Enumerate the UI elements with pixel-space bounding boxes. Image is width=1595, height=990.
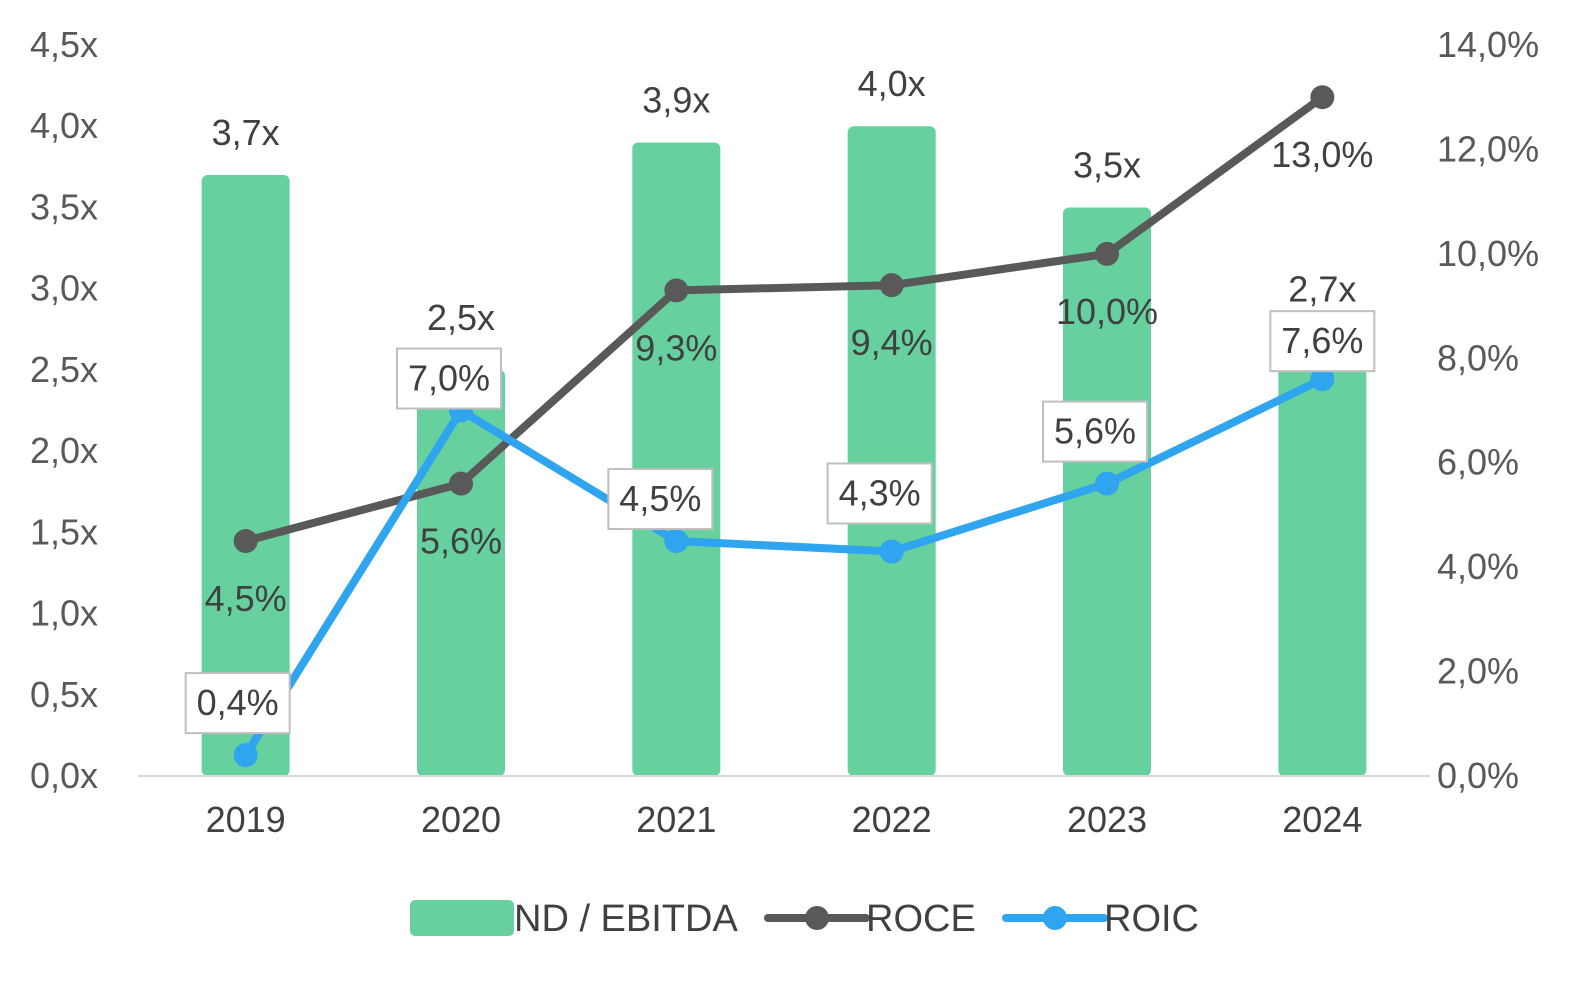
- roce-label-2020: 5,6%: [420, 521, 502, 562]
- bar-label-2024: 2,7x: [1288, 268, 1356, 309]
- y-right-tick-3: 6,0%: [1437, 442, 1519, 483]
- bar-label-2020: 2,5x: [427, 297, 495, 338]
- axes-layer: 0,0x 0,5x 1,0x 1,5x 2,0x 2,5x 3,0x 3,5x 4,0x 4,5x…: [30, 24, 1539, 840]
- roic-point-2023: [1095, 471, 1119, 496]
- legend-label-roce: ROCE: [866, 898, 976, 940]
- roic-point-2019: [233, 743, 258, 768]
- y-right-tick-4: 8,0%: [1437, 337, 1519, 378]
- legend-swatch-nd-ebitda: [410, 900, 514, 936]
- y-right-tick-2: 4,0%: [1437, 546, 1519, 587]
- roic-label-box-2024: [1269, 310, 1376, 373]
- roce-point-2020: [449, 471, 473, 496]
- roce-label-2019: 4,5%: [205, 578, 287, 619]
- bar-label-2019: 3,7x: [212, 112, 280, 153]
- legend: ND / EBITDA ROCE ROIC: [410, 898, 1199, 940]
- roic-point-2024: [1310, 367, 1335, 392]
- lines-layer: [233, 85, 1335, 768]
- y-left-tick-3: 1,5x: [30, 511, 98, 552]
- roce-label-2023: 10,0%: [1056, 291, 1158, 332]
- roic-line: [241, 375, 1327, 760]
- roce-point-2024: [1310, 85, 1335, 110]
- roce-point-2021: [664, 278, 689, 303]
- roic-label-2024: 7,6%: [1281, 320, 1363, 361]
- y-left-tick-5: 2,5x: [30, 349, 98, 390]
- bar-label-2022: 4,0x: [858, 63, 926, 104]
- x-tick-2020: 2020: [421, 799, 501, 840]
- roic-label-box-2020: [396, 347, 502, 410]
- y-left-tick-9: 4,5x: [30, 24, 98, 65]
- y-left-tick-0: 0,0x: [30, 755, 98, 796]
- legend-label-nd-ebitda: ND / EBITDA: [514, 898, 738, 940]
- roic-label-2022: 4,3%: [839, 472, 921, 513]
- roic-label-box-2021: [607, 468, 714, 531]
- roic-label-2020: 7,0%: [408, 358, 490, 399]
- y-left-tick-1: 0,5x: [30, 674, 98, 715]
- y-right-tick-5: 10,0%: [1437, 233, 1539, 274]
- bar-2019: [201, 174, 290, 776]
- roic-label-2019: 0,4%: [197, 682, 279, 723]
- bar-label-2021: 3,9x: [642, 79, 710, 120]
- roic-label-2023: 5,6%: [1054, 411, 1136, 452]
- y-right-tick-7: 14,0%: [1437, 24, 1539, 65]
- bars-layer: [201, 126, 1367, 776]
- x-tick-2021: 2021: [636, 799, 716, 840]
- bar-label-2023: 3,5x: [1073, 144, 1141, 185]
- y-left-tick-4: 2,0x: [30, 430, 98, 471]
- y-right-tick-1: 2,0%: [1437, 651, 1519, 692]
- roic-point-2021: [664, 529, 689, 554]
- y-left-tick-2: 1,0x: [30, 593, 98, 634]
- x-tick-2024: 2024: [1282, 799, 1362, 840]
- legend-swatch-roce-marker: [805, 906, 829, 930]
- roce-point-2022: [879, 273, 904, 298]
- x-tick-2019: 2019: [206, 799, 286, 840]
- y-left-tick-8: 4,0x: [30, 105, 98, 146]
- roic-label-2021: 4,5%: [619, 478, 701, 519]
- y-left-tick-6: 3,0x: [30, 268, 98, 309]
- x-tick-2022: 2022: [852, 799, 932, 840]
- roce-label-2021: 9,3%: [635, 327, 717, 368]
- roce-point-2019: [233, 529, 258, 554]
- data-labels-layer: 3,7x 2,5x 3,9x 4,0x 3,5x 2,7x 4,5% 5,6% 9,3% 9,4%…: [184, 63, 1376, 735]
- roce-label-2022: 9,4%: [851, 322, 933, 363]
- roce-point-2023: [1095, 241, 1119, 266]
- roce-line: [241, 93, 1327, 546]
- bar-2021: [632, 142, 721, 776]
- roic-point-2022: [879, 539, 904, 564]
- y-right-tick-0: 0,0%: [1437, 755, 1519, 796]
- roce-label-2024: 13,0%: [1271, 134, 1373, 175]
- bar-2020: [417, 369, 505, 776]
- bar-2022: [847, 126, 936, 776]
- y-left-tick-7: 3,5x: [30, 186, 98, 227]
- roic-label-box-2022: [826, 462, 933, 525]
- roic-label-box-2019: [184, 672, 291, 735]
- bar-2024: [1278, 337, 1367, 776]
- legend-swatch-roic-marker: [1043, 906, 1067, 930]
- legend-label-roic: ROIC: [1104, 898, 1199, 940]
- x-tick-2023: 2023: [1067, 799, 1147, 840]
- roic-label-box-2023: [1042, 400, 1148, 463]
- y-right-tick-6: 12,0%: [1437, 128, 1539, 169]
